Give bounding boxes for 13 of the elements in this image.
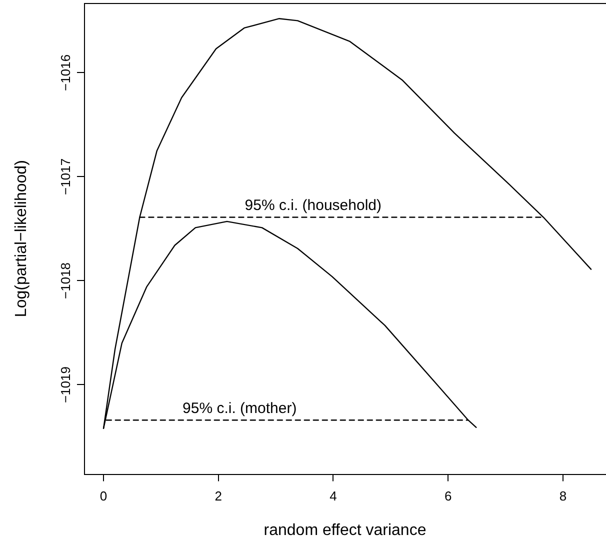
y-tick-label: −1019 <box>58 366 74 404</box>
x-tick-label: 2 <box>214 488 222 504</box>
y-tick-label: −1016 <box>58 54 74 91</box>
x-tick-label: 8 <box>559 488 567 504</box>
x-tick-label: 4 <box>330 488 337 504</box>
annotation: 95% c.i. (mother) <box>182 400 297 417</box>
y-tick-label: −1017 <box>58 158 74 195</box>
x-tick-label: 6 <box>444 488 452 504</box>
x-axis-title: random effect variance <box>264 522 426 539</box>
y-tick-label: −1018 <box>58 262 74 299</box>
annotation: 95% c.i. (household) <box>244 196 382 214</box>
y-axis-title: Log(partial−likelihood) <box>13 160 30 318</box>
x-tick-label: 0 <box>100 488 108 504</box>
